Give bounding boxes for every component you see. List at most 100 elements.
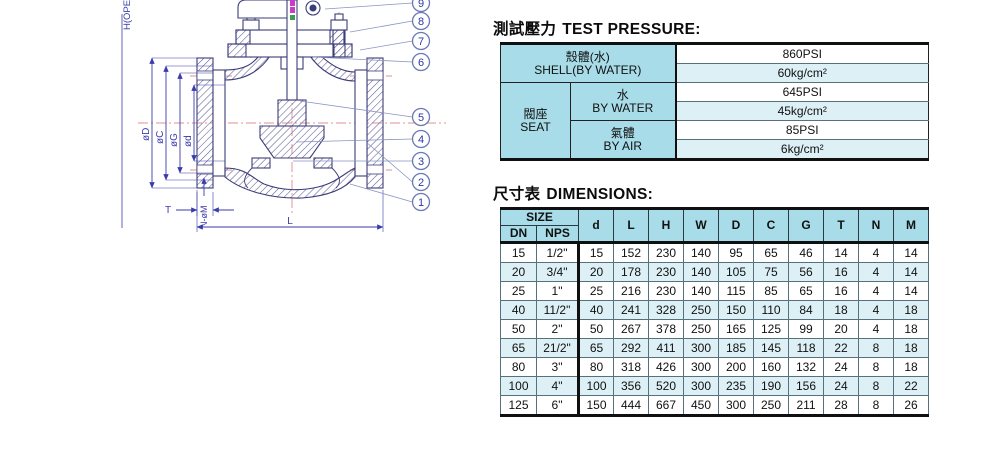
table-row: 20 3/4" 20 178 230 140 105 75 56 16 4 14 xyxy=(500,262,930,282)
table-cell: 150 xyxy=(578,395,615,416)
table-cell: 190 xyxy=(753,376,790,396)
table-cell: 18 xyxy=(893,357,930,377)
shell-label-en: SHELL(BY WATER) xyxy=(534,62,642,77)
table-cell: 140 xyxy=(683,281,720,301)
table-cell: 300 xyxy=(683,338,720,358)
table-cell: 8 xyxy=(858,338,895,358)
table-cell: 3" xyxy=(535,357,581,377)
table-cell: 15 xyxy=(500,242,537,263)
dimension-labels: H(OPEN) øD øC øG ød T N-øM L xyxy=(122,0,293,228)
callout-circle xyxy=(411,0,431,13)
table-cell: 450 xyxy=(683,395,720,416)
size-header: SIZE xyxy=(499,208,580,226)
table-cell: 20 xyxy=(823,319,860,339)
by-air-header-cell: 氣體 BY AIR xyxy=(569,120,677,160)
callout-leader-line xyxy=(312,56,413,63)
table-row: 80 3" 80 318 426 300 200 160 132 24 8 18 xyxy=(500,357,930,377)
test-pressure-table: 殼體(水) SHELL(BY WATER) 860PSI 60kg/cm² 閥座… xyxy=(499,42,930,161)
table-cell: 185 xyxy=(718,338,755,358)
table-cell: 28 xyxy=(823,395,860,416)
t-label: T xyxy=(165,205,171,216)
table-row: SIZE d L H W D C G T N M xyxy=(499,208,930,243)
col-header-big-d: D xyxy=(718,208,755,243)
shell-header-cell: 殼體(水) SHELL(BY WATER) xyxy=(499,43,677,83)
dimensions-table-header: SIZE d L H W D C G T N M DN NPS xyxy=(499,208,930,243)
table-cell: 160 xyxy=(753,357,790,377)
table-cell: 250 xyxy=(753,395,790,416)
table-cell: 16 xyxy=(823,281,860,301)
l-label: L xyxy=(287,216,293,227)
table-cell: 3/4" xyxy=(535,262,581,282)
table-cell: 65 xyxy=(578,338,615,358)
seat-label-en: SEAT xyxy=(520,119,551,134)
seat-air-psi-value: 85PSI xyxy=(674,120,929,140)
table-cell: 8 xyxy=(858,376,895,396)
shell-kg-value: 60kg/cm² xyxy=(674,63,929,83)
table-cell: 140 xyxy=(683,242,720,263)
table-cell: 140 xyxy=(683,262,720,282)
table-row: DN NPS xyxy=(500,225,929,243)
table-cell: 21/2" xyxy=(535,338,581,358)
table-row: 50 2" 50 267 378 250 165 125 99 20 4 18 xyxy=(500,319,930,339)
table-cell: 24 xyxy=(823,357,860,377)
table-cell: 14 xyxy=(893,262,930,282)
table-cell: 2" xyxy=(535,319,581,339)
table-cell: 85 xyxy=(753,281,790,301)
table-cell: 318 xyxy=(613,357,650,377)
col-header-h: H xyxy=(648,208,685,243)
table-cell: 16 xyxy=(823,262,860,282)
callout-circle xyxy=(411,11,431,31)
n-m-label: N-øM xyxy=(199,206,209,229)
table-cell: 118 xyxy=(788,338,825,358)
table-cell: 267 xyxy=(613,319,650,339)
dia-d-label: øD xyxy=(141,128,152,141)
table-row: 6kg/cm² xyxy=(501,139,929,160)
table-cell: 292 xyxy=(613,338,650,358)
table-cell: 20 xyxy=(500,262,537,282)
table-cell: 8 xyxy=(858,357,895,377)
table-row: 65 21/2" 65 292 411 300 185 145 118 22 8 18 xyxy=(500,338,930,358)
shell-psi-value: 860PSI xyxy=(674,43,929,64)
dia-c-label: øC xyxy=(155,131,166,144)
table-cell: 24 xyxy=(823,376,860,396)
callout-number: 4 xyxy=(418,134,424,146)
table-row: 60kg/cm² xyxy=(501,63,929,83)
table-cell: 80 xyxy=(500,357,537,377)
dn-header: DN xyxy=(500,225,537,243)
shell-label-zh: 殼體(水) xyxy=(565,49,610,64)
table-cell: 40 xyxy=(578,300,615,320)
table-cell: 15 xyxy=(578,242,615,263)
table-cell: 100 xyxy=(500,376,537,396)
table-row: 40 11/2" 40 241 328 250 150 110 84 18 4 18 xyxy=(500,300,930,320)
table-cell: 56 xyxy=(788,262,825,282)
table-cell: 20 xyxy=(578,262,615,282)
col-header-w: W xyxy=(683,208,720,243)
test-pressure-title-zh: 測試壓力 xyxy=(493,21,557,38)
table-cell: 520 xyxy=(648,376,685,396)
water-label-zh: 水 xyxy=(616,87,629,102)
table-cell: 230 xyxy=(648,262,685,282)
callout-circle xyxy=(411,192,431,212)
table-cell: 26 xyxy=(893,395,930,416)
dia-g-label: øG xyxy=(169,133,180,147)
table-cell: 667 xyxy=(648,395,685,416)
table-cell: 426 xyxy=(648,357,685,377)
seat-header-cell: 閥座 SEAT xyxy=(500,82,571,160)
table-row: 15 1/2" 15 152 230 140 95 65 46 14 4 14 xyxy=(500,242,930,263)
table-cell: 1" xyxy=(535,281,581,301)
table-cell: 22 xyxy=(823,338,860,358)
table-cell: 95 xyxy=(718,242,755,263)
test-pressure-title-en: TEST PRESSURE: xyxy=(562,21,701,38)
callout-number: 6 xyxy=(418,57,424,69)
dimensions-title: 尺寸表 DIMENSIONS: xyxy=(493,185,952,204)
table-cell: 145 xyxy=(753,338,790,358)
table-cell: 99 xyxy=(788,319,825,339)
table-cell: 11/2" xyxy=(535,300,581,320)
table-cell: 378 xyxy=(648,319,685,339)
col-header-d: d xyxy=(578,208,615,243)
table-cell: 6" xyxy=(535,395,581,416)
table-row: 氣體 BY AIR 85PSI xyxy=(501,120,929,160)
table-cell: 4 xyxy=(858,300,895,320)
col-header-m: M xyxy=(893,208,930,243)
table-cell: 300 xyxy=(718,395,755,416)
